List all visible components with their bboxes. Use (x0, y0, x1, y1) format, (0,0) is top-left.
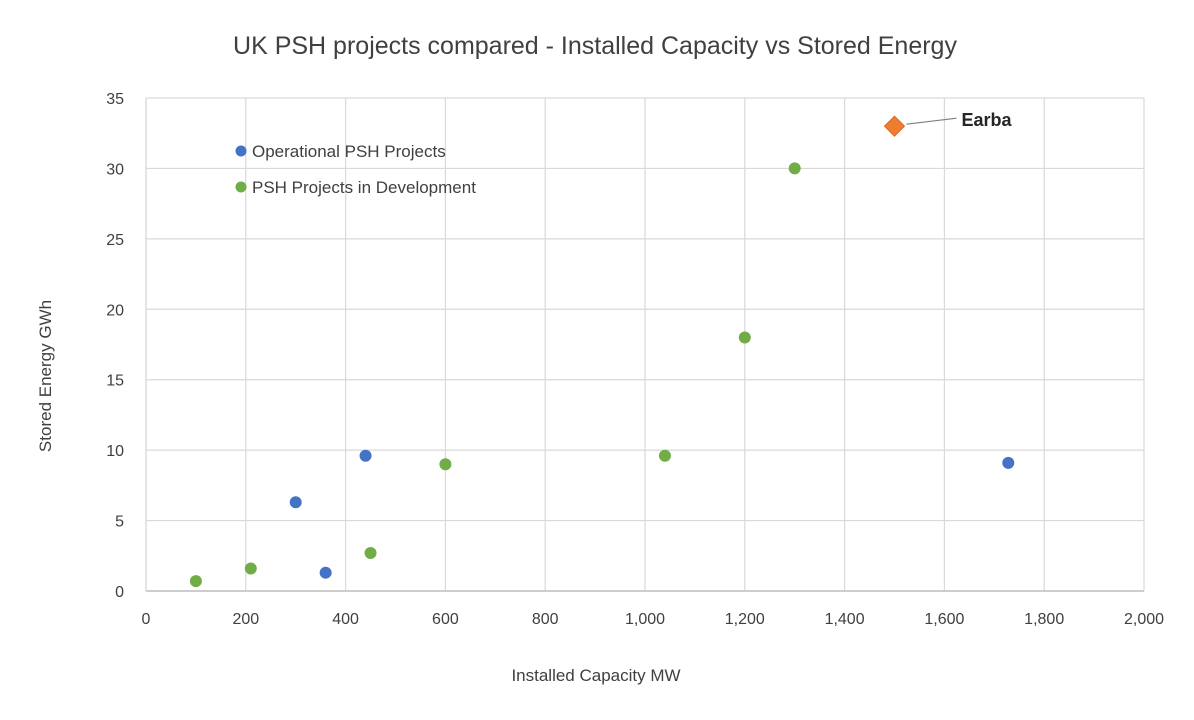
legend-label: Operational PSH Projects (252, 142, 446, 161)
x-tick-label: 1,400 (825, 611, 865, 628)
x-tick-label: 200 (232, 611, 259, 628)
data-point (359, 449, 372, 462)
y-tick-label: 30 (106, 161, 124, 178)
x-tick-labels: 0 200 400 600 800 1,000 1,200 1,400 1,600 1,800 2,… (142, 611, 1165, 628)
x-axis-label: Installed Capacity MW (511, 666, 680, 685)
x-tick-label: 800 (532, 611, 559, 628)
data-point (244, 562, 257, 575)
data-points (189, 115, 1015, 588)
x-tick-label: 600 (432, 611, 459, 628)
data-point (1002, 456, 1015, 469)
data-point (658, 449, 671, 462)
y-tick-label: 25 (106, 232, 124, 249)
chart-title: UK PSH projects compared - Installed Cap… (233, 32, 957, 60)
annotation-label: Earba (962, 110, 1013, 130)
legend-label: PSH Projects in Development (252, 178, 476, 197)
y-axis-label: Stored Energy GWh (36, 300, 55, 452)
legend: Operational PSH Projects PSH Projects in … (235, 142, 476, 197)
y-tick-labels: 0 5 10 15 20 25 30 35 (106, 91, 124, 601)
data-point (788, 162, 801, 175)
legend-marker (235, 181, 247, 193)
x-tick-label: 400 (332, 611, 359, 628)
y-tick-label: 20 (106, 302, 124, 319)
data-point (289, 496, 302, 509)
x-tick-label: 1,600 (924, 611, 964, 628)
legend-marker (235, 145, 247, 157)
data-point (738, 331, 751, 344)
y-tick-label: 15 (106, 373, 124, 390)
data-point (319, 566, 332, 579)
data-point (364, 546, 377, 559)
y-tick-label: 5 (115, 514, 124, 531)
x-tick-label: 0 (142, 611, 151, 628)
axes (145, 98, 1144, 592)
y-tick-label: 0 (115, 584, 124, 601)
annotation-leader-line (906, 117, 957, 125)
data-point (439, 458, 452, 471)
x-tick-label: 1,000 (625, 611, 665, 628)
x-tick-label: 2,000 (1124, 611, 1164, 628)
x-tick-label: 1,200 (725, 611, 765, 628)
annotations: Earba (906, 110, 1013, 130)
gridlines (145, 97, 1145, 592)
data-point-diamond (883, 115, 906, 137)
data-point (189, 575, 202, 588)
y-tick-label: 10 (106, 443, 124, 460)
y-tick-label: 35 (106, 91, 124, 108)
x-tick-label: 1,800 (1024, 611, 1064, 628)
